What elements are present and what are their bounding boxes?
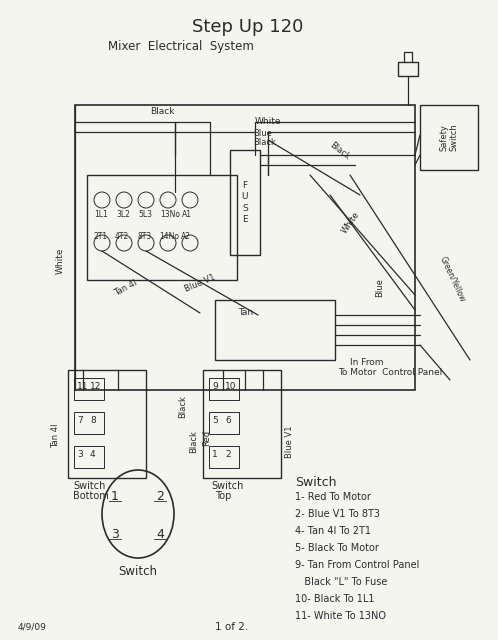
Text: 5- Black To Motor: 5- Black To Motor — [295, 543, 379, 553]
Text: Tan 4I: Tan 4I — [51, 424, 60, 449]
Text: Switch: Switch — [295, 476, 337, 489]
Text: Switch: Switch — [211, 481, 244, 491]
Text: 11- White To 13NO: 11- White To 13NO — [295, 611, 386, 621]
Text: 1: 1 — [111, 490, 119, 502]
Text: Blue V1: Blue V1 — [183, 273, 217, 294]
Bar — [209, 378, 239, 400]
Text: 14No: 14No — [159, 232, 179, 241]
Text: 3: 3 — [111, 527, 119, 541]
Text: Blue: Blue — [253, 129, 272, 138]
Text: Black: Black — [328, 140, 352, 161]
Text: 1L1: 1L1 — [94, 210, 108, 219]
Text: Blue: Blue — [375, 278, 384, 297]
Text: Black: Black — [178, 395, 188, 418]
Text: 11: 11 — [77, 382, 89, 391]
Text: Black "L" To Fuse: Black "L" To Fuse — [295, 577, 387, 587]
Text: 10: 10 — [225, 382, 237, 391]
Bar — [398, 62, 418, 76]
Text: Safety
Switch: Safety Switch — [439, 124, 459, 152]
Text: Blue V1: Blue V1 — [284, 425, 293, 458]
Bar — [87, 175, 237, 280]
Text: Top: Top — [215, 491, 232, 501]
Text: 3: 3 — [77, 450, 83, 459]
Text: 7: 7 — [77, 416, 83, 425]
Text: 6: 6 — [225, 416, 231, 425]
Text: 9: 9 — [212, 382, 218, 391]
Bar — [74, 412, 104, 434]
Text: White: White — [55, 248, 65, 275]
Text: 3L2: 3L2 — [116, 210, 130, 219]
Text: F
U
S
E: F U S E — [242, 181, 248, 223]
Text: 1 of 2.: 1 of 2. — [215, 622, 248, 632]
Text: In From: In From — [350, 358, 383, 367]
Text: Mixer  Electrical  System: Mixer Electrical System — [108, 40, 254, 53]
Text: White: White — [340, 210, 362, 236]
Text: 8T3: 8T3 — [137, 232, 151, 241]
Text: 4: 4 — [90, 450, 96, 459]
Text: Step Up 120: Step Up 120 — [192, 18, 304, 36]
Text: 2- Blue V1 To 8T3: 2- Blue V1 To 8T3 — [295, 509, 380, 519]
Text: To Motor  Control Panel: To Motor Control Panel — [338, 368, 442, 377]
Text: Black: Black — [150, 107, 174, 116]
Text: Tan 4I: Tan 4I — [113, 278, 139, 298]
Bar — [74, 378, 104, 400]
Bar — [75, 105, 415, 390]
Text: 2: 2 — [225, 450, 231, 459]
Text: White: White — [255, 117, 281, 126]
Text: A1: A1 — [182, 210, 192, 219]
Bar — [203, 370, 281, 478]
Bar — [74, 446, 104, 468]
Text: Bottom: Bottom — [73, 491, 109, 501]
Text: 1: 1 — [212, 450, 218, 459]
Text: 1- Red To Motor: 1- Red To Motor — [295, 492, 371, 502]
Text: Tan: Tan — [238, 308, 253, 317]
Text: Switch: Switch — [119, 565, 157, 578]
Bar — [230, 150, 260, 255]
Text: 4- Tan 4I To 2T1: 4- Tan 4I To 2T1 — [295, 526, 371, 536]
Text: Switch: Switch — [73, 481, 106, 491]
Bar — [420, 105, 478, 170]
Text: 4/9/09: 4/9/09 — [18, 622, 47, 631]
Text: 4: 4 — [156, 527, 164, 541]
Text: 13No: 13No — [160, 210, 180, 219]
Bar — [209, 446, 239, 468]
Text: 12: 12 — [90, 382, 102, 391]
Bar — [215, 300, 335, 360]
Text: 5: 5 — [212, 416, 218, 425]
Text: A2: A2 — [181, 232, 191, 241]
Bar — [68, 370, 146, 478]
Text: 8: 8 — [90, 416, 96, 425]
Text: 2: 2 — [156, 490, 164, 502]
Text: Black: Black — [253, 138, 276, 147]
Text: 4T2: 4T2 — [115, 232, 129, 241]
Text: 10- Black To 1L1: 10- Black To 1L1 — [295, 594, 374, 604]
Text: Green/Yellow: Green/Yellow — [438, 255, 467, 303]
Bar — [209, 412, 239, 434]
Text: 2T1: 2T1 — [93, 232, 107, 241]
Text: 9- Tan From Control Panel: 9- Tan From Control Panel — [295, 560, 419, 570]
Text: 5L3: 5L3 — [138, 210, 152, 219]
Text: Black: Black — [190, 430, 199, 453]
Text: Red: Red — [203, 430, 212, 446]
